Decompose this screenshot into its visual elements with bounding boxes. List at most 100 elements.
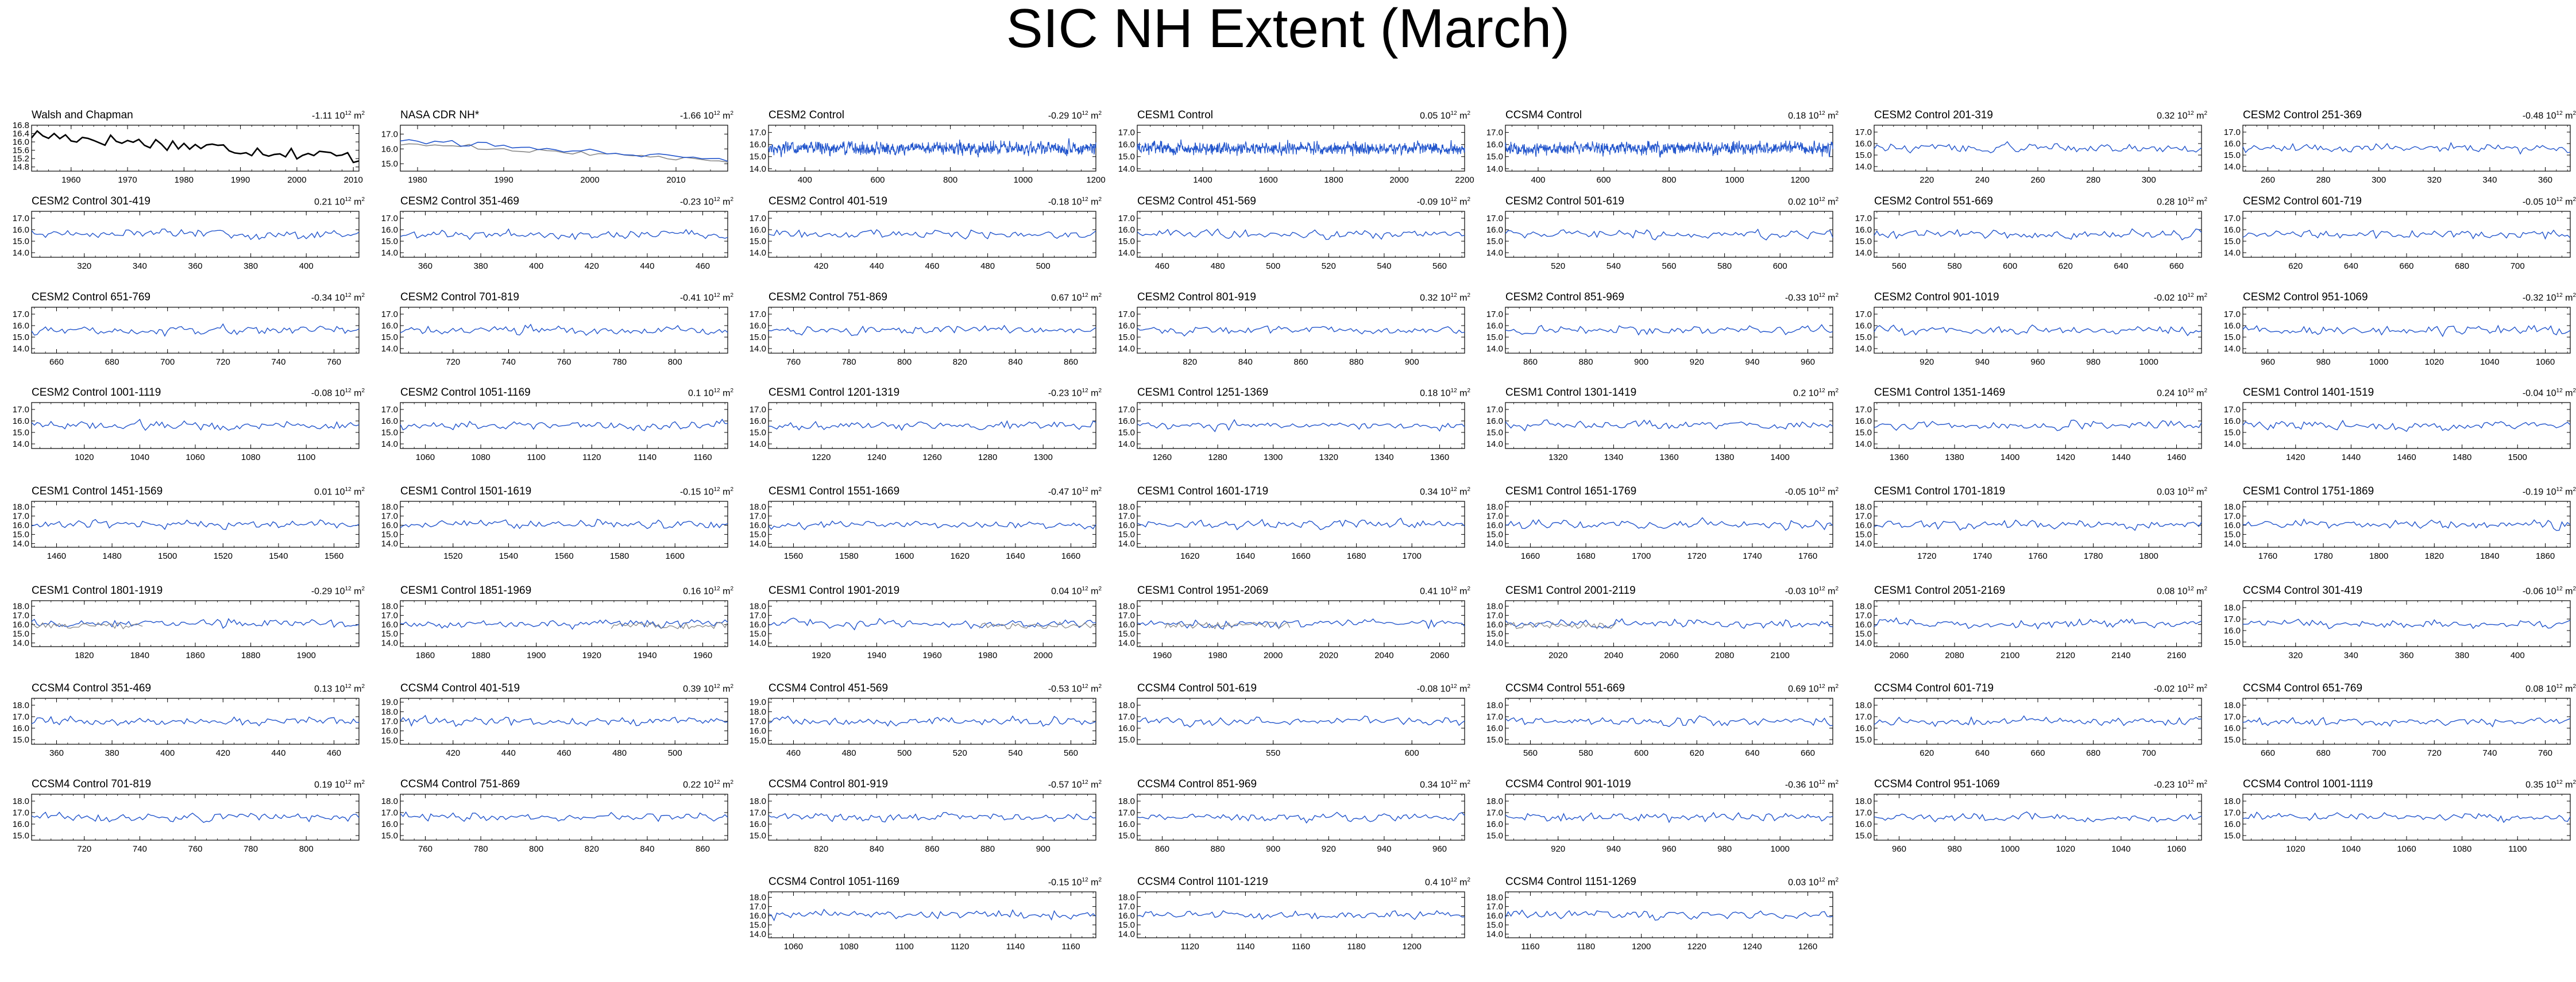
y-tick-label: 14.0 — [1118, 164, 1135, 174]
model-series-line — [1874, 142, 2202, 153]
x-tick-label: 1660 — [1061, 551, 1080, 561]
x-tick-label: 1300 — [1034, 453, 1053, 462]
x-tick-label: 1040 — [130, 453, 149, 462]
y-tick-label: 15.0 — [2224, 637, 2241, 647]
x-tick-label: 2000 — [287, 175, 306, 185]
y-tick-label: 17.0 — [381, 611, 398, 621]
x-tick-label: 2000 — [1264, 651, 1283, 660]
y-tick-label: 14.0 — [1118, 639, 1135, 648]
plot-frame — [1137, 601, 1465, 647]
x-tick-label: 740 — [501, 357, 516, 367]
y-tick-label: 16.0 — [13, 819, 29, 829]
x-tick-label: 500 — [668, 748, 682, 758]
x-tick-label: 1000 — [2369, 357, 2388, 367]
x-tick-label: 2120 — [2056, 651, 2075, 660]
observed-series-line-alt — [400, 144, 728, 162]
x-tick-label: 520 — [1551, 261, 1565, 271]
x-tick-label: 1220 — [812, 453, 831, 462]
x-tick-label: 920 — [1690, 357, 1704, 367]
plot-frame — [32, 307, 359, 353]
y-tick-label: 17.0 — [750, 310, 766, 319]
x-tick-label: 2140 — [2111, 651, 2130, 660]
x-tick-label: 1280 — [978, 453, 997, 462]
model-series-line — [1505, 619, 1833, 629]
x-tick-label: 580 — [1717, 261, 1732, 271]
y-tick-label: 17.0 — [1118, 405, 1135, 415]
y-tick-label: 19.0 — [750, 698, 766, 707]
plot-frame — [32, 501, 359, 547]
y-tick-label: 15.0 — [1855, 428, 1872, 438]
y-tick-label: 18.0 — [1486, 502, 1503, 512]
x-tick-label: 1340 — [1604, 453, 1623, 462]
y-tick-label: 16.0 — [381, 144, 398, 154]
y-tick-label: 18.0 — [1118, 701, 1135, 710]
y-tick-label: 16.0 — [13, 225, 29, 235]
plot-frame — [1137, 501, 1465, 547]
x-tick-label: 680 — [2316, 748, 2331, 758]
model-series-line — [32, 419, 359, 430]
y-tick-label: 15.0 — [13, 237, 29, 246]
y-tick-label: 17.0 — [1855, 310, 1872, 319]
x-tick-label: 440 — [870, 261, 884, 271]
x-tick-label: 1960 — [61, 175, 80, 185]
x-tick-label: 500 — [1036, 261, 1051, 271]
y-tick-label: 18.0 — [1486, 602, 1503, 612]
x-tick-label: 1440 — [2342, 453, 2361, 462]
x-tick-label: 1060 — [416, 453, 435, 462]
x-tick-label: 600 — [1405, 748, 1419, 758]
x-tick-label: 640 — [2114, 261, 2128, 271]
x-tick-label: 640 — [1975, 748, 1990, 758]
x-tick-label: 840 — [1008, 357, 1022, 367]
x-tick-label: 1960 — [693, 651, 712, 660]
plot-frame — [1874, 211, 2202, 257]
x-tick-label: 260 — [2261, 175, 2275, 185]
x-tick-label: 280 — [2316, 175, 2331, 185]
x-tick-label: 1960 — [1153, 651, 1172, 660]
x-tick-label: 1080 — [241, 453, 260, 462]
plot-frame — [1505, 211, 1833, 257]
y-tick-label: 16.0 — [750, 819, 766, 829]
y-tick-label: 16.0 — [13, 724, 29, 733]
x-tick-label: 360 — [2399, 651, 2413, 660]
x-tick-label: 940 — [1975, 357, 1990, 367]
y-tick-label: 15.0 — [1486, 629, 1503, 639]
x-tick-label: 1460 — [2167, 453, 2186, 462]
y-tick-label: 14.0 — [1486, 539, 1503, 549]
x-tick-label: 1020 — [2425, 357, 2444, 367]
x-tick-label: 680 — [105, 357, 119, 367]
y-tick-label: 14.0 — [1855, 439, 1872, 449]
y-tick-label: 14.0 — [381, 639, 398, 648]
model-series-line — [1137, 518, 1465, 529]
x-tick-label: 2020 — [1319, 651, 1338, 660]
y-tick-label: 16.0 — [13, 416, 29, 426]
model-series-line — [1137, 326, 1465, 336]
x-tick-label: 360 — [188, 261, 202, 271]
model-series-line — [32, 324, 359, 336]
x-tick-label: 2000 — [580, 175, 599, 185]
y-tick-label: 15.0 — [2224, 735, 2241, 745]
y-tick-label: 18.0 — [750, 797, 766, 806]
x-tick-label: 440 — [271, 748, 285, 758]
x-tick-label: 1920 — [582, 651, 601, 660]
x-tick-label: 620 — [2059, 261, 2073, 271]
y-tick-label: 14.0 — [1486, 344, 1503, 354]
x-tick-label: 260 — [2030, 175, 2045, 185]
x-tick-label: 1320 — [1319, 453, 1338, 462]
y-tick-label: 18.0 — [381, 602, 398, 612]
